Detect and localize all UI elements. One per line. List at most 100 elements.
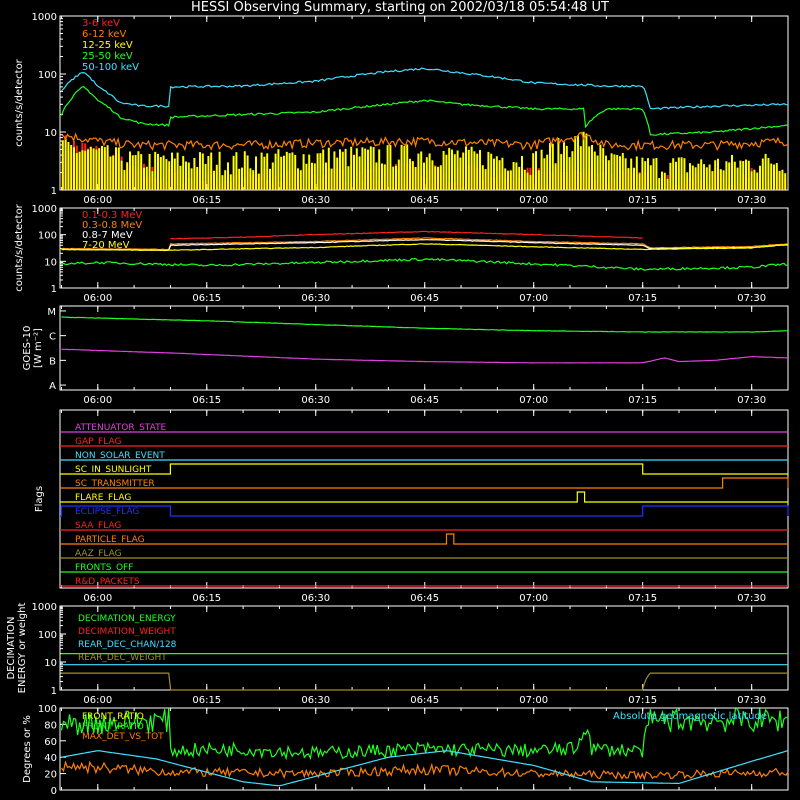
x-tick-label: 07:00	[519, 293, 548, 304]
y-tick-label: 20	[44, 770, 57, 781]
flag-label: FRONTS_OFF	[75, 563, 133, 573]
x-tick-label: 06:45	[410, 695, 439, 706]
flag-label: ECLIPSE_FLAG	[75, 507, 139, 517]
legend-entry: 25-50 keV	[82, 51, 133, 62]
series-line	[61, 348, 789, 364]
y-axis-label: Flags	[34, 486, 45, 512]
y-tick-label: 1000	[32, 602, 57, 613]
chart-title: HESSI Observing Summary, starting on 200…	[191, 0, 609, 15]
x-tick-label: 06:45	[410, 395, 439, 406]
y-tick-label: 40	[44, 753, 57, 764]
y-tick-label: 1	[51, 284, 57, 295]
series-line	[170, 230, 643, 240]
flag-label: SC_IN_SUNLIGHT	[75, 465, 152, 475]
plot-frame	[59, 207, 789, 289]
y-tick-label: 1	[51, 186, 57, 197]
series-line	[60, 707, 789, 761]
y-tick-label: 60	[44, 737, 57, 748]
flag-line	[60, 491, 788, 503]
x-tick-label: 06:45	[410, 593, 439, 604]
x-tick-label: 07:00	[519, 395, 548, 406]
x-tick-label: 07:30	[737, 195, 766, 206]
legend-entry: DECIMATION_WEIGHT	[78, 627, 176, 637]
series-line	[61, 760, 789, 781]
legend-entry: 0.1-0.3 MeV	[82, 210, 142, 221]
y-tick-label: C	[49, 332, 56, 343]
x-tick-label: 06:00	[83, 395, 112, 406]
x-tick-label: 07:00	[519, 593, 548, 604]
x-tick-label: 06:00	[83, 695, 112, 706]
legend-entry: 6-12 keV	[82, 29, 126, 40]
series-line	[61, 750, 789, 787]
y-tick-label: 100	[38, 231, 57, 242]
flag-label: NON_SOLAR_EVENT	[75, 451, 165, 461]
x-tick-label: 06:45	[410, 293, 439, 304]
legend-entry: 0.8-7 MeV	[82, 230, 133, 241]
legend-entry: DECIMATION_ENERGY	[78, 614, 176, 624]
y-axis-label: counts/s/detector	[14, 203, 25, 291]
y-tick-label: 1	[51, 686, 57, 697]
y-axis-label: counts/s/detector	[14, 58, 25, 146]
legend-entry: MAX_DET_VS_TOT	[82, 732, 164, 742]
y-tick-label: 80	[44, 720, 57, 731]
flag-line	[60, 463, 788, 475]
flag-label: AAZ_FLAG	[75, 549, 122, 559]
y-tick-label: 10	[44, 257, 57, 268]
legend-entry: REAR_DEC_CHAN/128	[78, 640, 177, 650]
flag-line	[60, 505, 789, 517]
legend-entry: FRONT_RATIO	[82, 712, 144, 722]
y-tick-label: M	[47, 307, 56, 318]
x-tick-label: 07:30	[737, 395, 766, 406]
y-tick-label: 100	[38, 70, 57, 81]
flag-label: GAP_FLAG	[75, 437, 121, 447]
y-axis-label: Degrees or %	[22, 715, 33, 783]
y-tick-label: 100	[38, 704, 57, 715]
x-tick-label: 06:00	[83, 293, 112, 304]
flag-label: SAA_FLAG	[75, 521, 121, 531]
flag-line	[60, 477, 789, 489]
y-tick-label: 100	[38, 630, 57, 641]
series-line	[61, 672, 788, 691]
flag-label: SC_TRANSMITTER	[75, 479, 155, 489]
legend-entry: 3-6 keV	[82, 18, 120, 29]
legend-entry: FRONT_RATIO	[82, 722, 144, 732]
legend-entry: 7-20 MeV	[82, 240, 130, 251]
x-tick-label: 07:15	[628, 395, 657, 406]
x-tick-label: 06:00	[83, 593, 112, 604]
plot-frame	[59, 707, 789, 791]
flag-line	[60, 533, 788, 545]
flag-label: ATTENUATOR_STATE	[75, 423, 167, 433]
y-tick-label: 0	[51, 786, 57, 797]
x-tick-label: 07:00	[519, 195, 548, 206]
flag-label: R&D_PACKETS	[75, 577, 140, 587]
x-tick-label: 06:00	[83, 195, 112, 206]
x-tick-label: 06:30	[301, 195, 330, 206]
y-tick-label: A	[49, 381, 56, 392]
series-line	[61, 243, 789, 252]
x-tick-label: 06:15	[192, 195, 221, 206]
legend-entry: 0.3-0.8 MeV	[82, 220, 142, 231]
legend-entry: 50-100 keV	[82, 62, 139, 73]
x-tick-label: 06:15	[192, 395, 221, 406]
y-axis-label: ENERGY or weight	[17, 603, 28, 694]
plot-frame	[59, 305, 789, 391]
y-axis-label: [W m⁻²]	[33, 328, 44, 368]
series-line	[61, 67, 789, 111]
x-tick-label: 06:30	[301, 293, 330, 304]
series-line	[60, 86, 789, 136]
flag-label: FLARE_FLAG	[75, 493, 131, 503]
x-tick-label: 06:30	[301, 593, 330, 604]
legend-entry: 12-25 keV	[82, 40, 133, 51]
y-tick-label: 1000	[32, 12, 57, 23]
x-tick-label: 07:00	[519, 695, 548, 706]
series-line	[61, 316, 789, 333]
y-tick-label: 1000	[32, 204, 57, 215]
series-line	[61, 257, 789, 271]
series-line	[61, 131, 789, 152]
x-tick-label: 07:15	[628, 195, 657, 206]
y-axis-label: GOES-10	[22, 326, 33, 371]
x-tick-label: 07:15	[628, 293, 657, 304]
x-tick-label: 06:15	[192, 293, 221, 304]
x-tick-label: 06:15	[192, 695, 221, 706]
